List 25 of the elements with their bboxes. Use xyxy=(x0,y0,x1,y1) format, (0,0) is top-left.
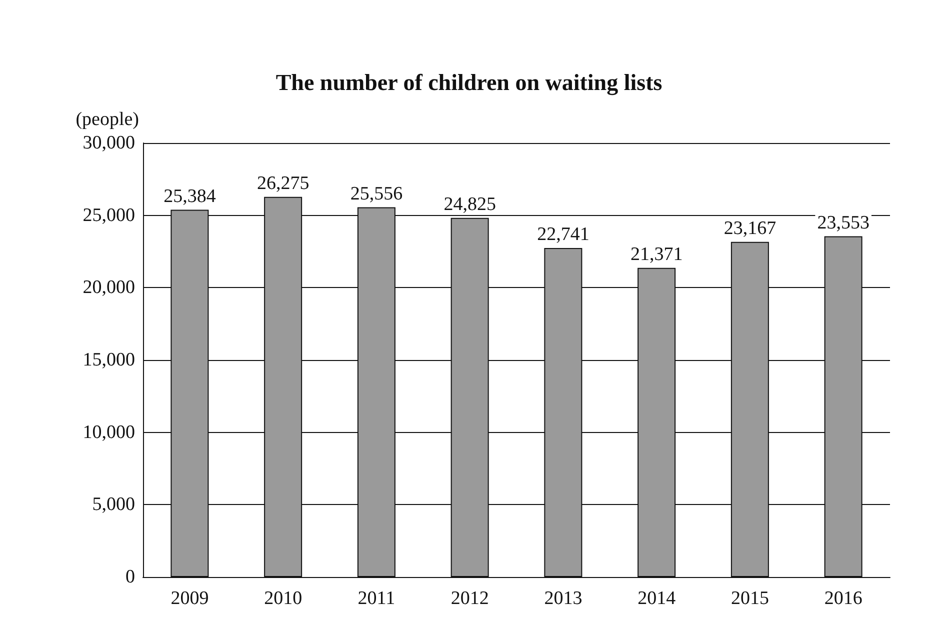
chart-title: The number of children on waiting lists xyxy=(276,70,662,96)
data-label: 24,825 xyxy=(444,194,496,215)
y-tick-label: 25,000 xyxy=(82,204,135,226)
data-label: 25,384 xyxy=(164,186,216,207)
x-tick-label: 2014 xyxy=(638,588,676,609)
x-tick-label: 2009 xyxy=(170,588,209,609)
data-label: 25,556 xyxy=(350,183,403,204)
data-label: 21,371 xyxy=(630,244,683,265)
x-tick-label: 2016 xyxy=(824,588,862,609)
y-tick-label: 15,000 xyxy=(82,350,135,370)
x-tick-label: 2010 xyxy=(264,588,302,609)
data-label: 22,741 xyxy=(537,224,590,246)
y-tick-label: 20,000 xyxy=(82,277,135,298)
y-tick-label: 5,000 xyxy=(92,494,135,516)
y-tick-label: 0 xyxy=(126,566,135,588)
data-label: 26,275 xyxy=(256,172,310,194)
data-label: 23,553 xyxy=(817,212,870,234)
x-tick-label: 2011 xyxy=(358,588,396,609)
x-tick-label: 2012 xyxy=(450,588,489,609)
x-tick-label: 2015 xyxy=(730,588,769,609)
x-tick-label: 2013 xyxy=(544,588,582,609)
y-tick-label: 30,000 xyxy=(82,132,135,154)
data-label: 23,167 xyxy=(724,218,776,239)
y-tick-label: 10,000 xyxy=(82,422,135,443)
y-axis-title: (people) xyxy=(76,109,139,130)
